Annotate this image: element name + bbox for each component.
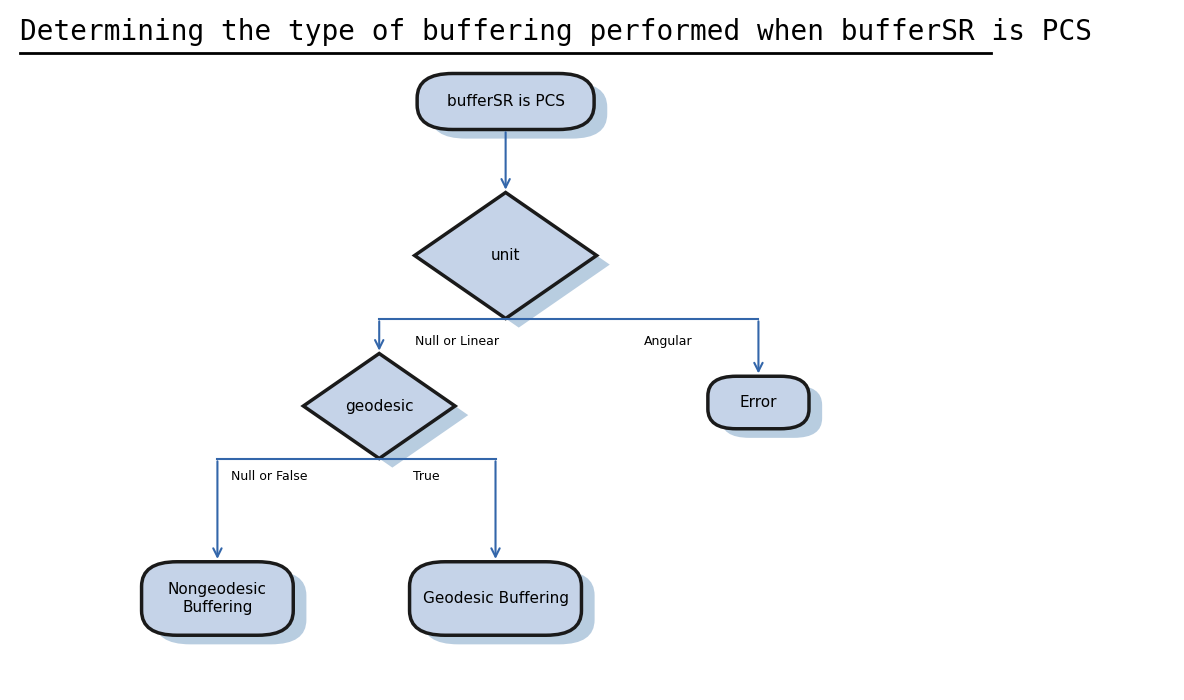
Text: Geodesic Buffering: Geodesic Buffering: [423, 591, 568, 606]
Polygon shape: [427, 202, 610, 328]
Polygon shape: [316, 363, 468, 468]
FancyBboxPatch shape: [708, 377, 809, 428]
Text: Null or False: Null or False: [231, 470, 307, 483]
Text: unit: unit: [491, 248, 521, 263]
FancyBboxPatch shape: [423, 571, 594, 644]
FancyBboxPatch shape: [155, 571, 307, 644]
Polygon shape: [303, 354, 455, 458]
FancyBboxPatch shape: [417, 74, 594, 130]
Text: Null or Linear: Null or Linear: [414, 335, 498, 348]
Text: geodesic: geodesic: [345, 398, 413, 414]
Text: bufferSR is PCS: bufferSR is PCS: [446, 94, 565, 109]
FancyBboxPatch shape: [721, 385, 822, 438]
Text: True: True: [412, 470, 439, 483]
Text: Nongeodesic
Buffering: Nongeodesic Buffering: [168, 582, 266, 615]
Text: Angular: Angular: [644, 335, 693, 348]
Text: Determining the type of buffering performed when bufferSR is PCS: Determining the type of buffering perfor…: [20, 18, 1092, 46]
FancyBboxPatch shape: [410, 561, 581, 636]
FancyBboxPatch shape: [142, 561, 294, 636]
Polygon shape: [414, 193, 597, 318]
Text: Error: Error: [740, 395, 777, 410]
FancyBboxPatch shape: [430, 83, 607, 139]
